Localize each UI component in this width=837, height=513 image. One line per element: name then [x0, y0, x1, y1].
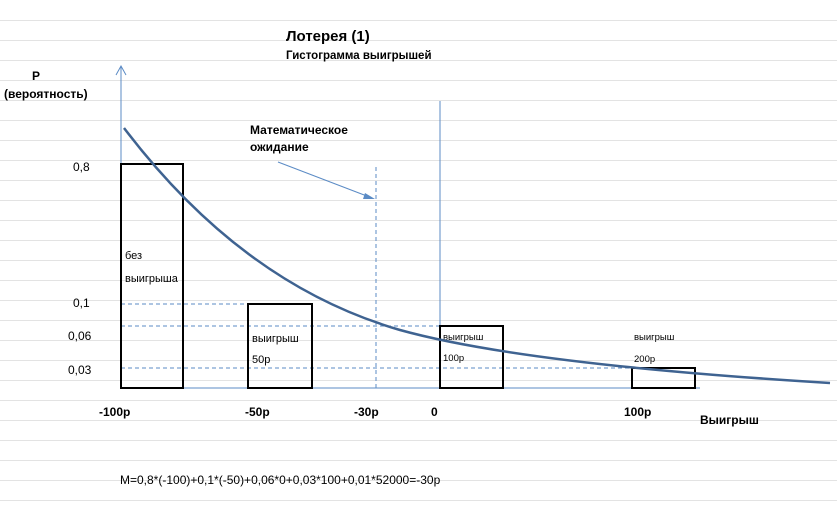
- bar-label: без: [125, 250, 142, 262]
- annotation-arrowhead: [363, 193, 375, 199]
- bar-win-200: [631, 367, 696, 389]
- chart-subtitle: Гистограмма выигрышей: [286, 50, 432, 62]
- annotation-arrow-line: [277, 161, 373, 199]
- x-tick-label: -50p: [245, 405, 270, 419]
- y-axis-label-p: P: [32, 69, 40, 83]
- y-tick-label: 0,03: [68, 363, 92, 377]
- x-tick-label: 0: [431, 405, 438, 419]
- bar-label: 200p: [634, 354, 655, 365]
- expected-value-formula: M=0,8*(-100)+0,1*(-50)+0,06*0+0,03*100+0…: [120, 473, 441, 487]
- y-tick-label: 0,1: [73, 296, 90, 310]
- bar-label: 50p: [252, 354, 270, 366]
- x-tick-label: -30p: [354, 405, 379, 419]
- bar-win-100: [439, 325, 504, 389]
- probability-curve: [123, 127, 831, 385]
- x-tick-label: 100p: [624, 405, 651, 419]
- y-tick-label: 0,06: [68, 329, 92, 343]
- y-tick-label: 0,8: [73, 160, 90, 174]
- y-axis-label-probability: (вероятность): [4, 87, 88, 101]
- bar-label: выигрыш: [252, 333, 299, 345]
- bar-label: выигрыш: [443, 332, 483, 343]
- bar-label: выигрыша: [125, 273, 179, 285]
- bar-win-50: [247, 303, 313, 389]
- bar-label: выигрыш: [634, 332, 674, 343]
- y-axis-arrow: [115, 64, 127, 76]
- x-axis-label: Выигрыш: [700, 413, 759, 427]
- annotation-line1: Математическое: [250, 123, 348, 137]
- spreadsheet-grid: [0, 20, 837, 501]
- annotation-line2: ожидание: [250, 140, 309, 154]
- x-tick-label: -100p: [99, 405, 130, 419]
- chart-title: Лотерея (1): [286, 28, 370, 45]
- bar-label: 100p: [443, 353, 464, 364]
